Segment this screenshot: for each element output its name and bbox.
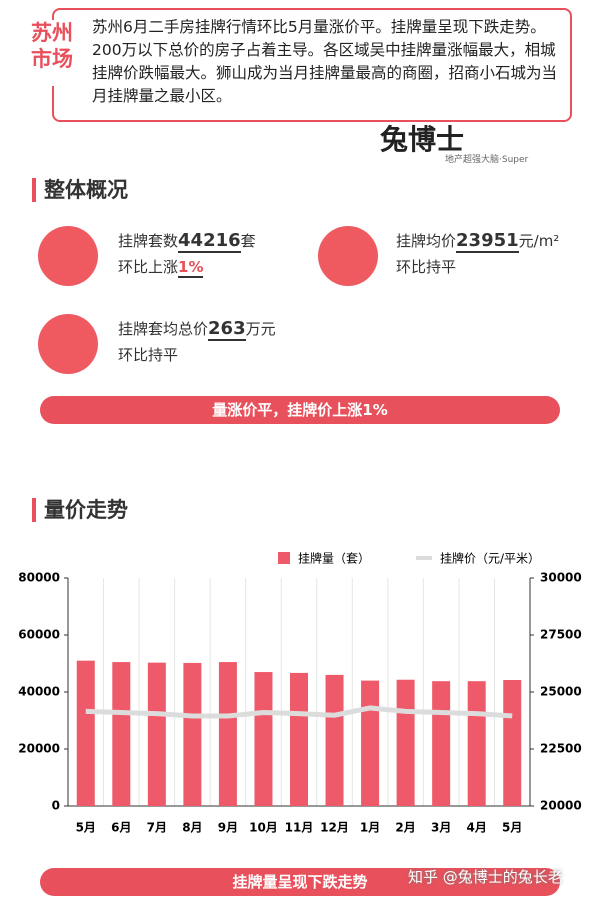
y-tick-label: 40000	[18, 685, 60, 699]
bar	[218, 662, 237, 806]
logo-sub: 地产超强大脑·Super	[445, 155, 529, 165]
stat: 挂牌套数44216套 环比上涨1%	[118, 228, 256, 280]
bar	[432, 681, 451, 806]
value: 1%	[178, 258, 204, 278]
y2-tick-label: 25000	[540, 685, 582, 699]
bar	[290, 672, 308, 806]
y-tick-label: 0	[52, 799, 60, 813]
section-title: 整体概况	[32, 178, 128, 202]
label: 环比持平	[396, 258, 457, 276]
x-tick-label: 1月	[360, 821, 380, 835]
x-tick-label: 11月	[285, 821, 314, 835]
label: 环比持平	[118, 346, 179, 364]
logo: 兔博士	[380, 123, 465, 156]
unit: 万元	[245, 320, 276, 338]
label: 挂牌套均总价	[118, 320, 209, 338]
legend-swatch	[278, 552, 290, 564]
y2-tick-label: 30000	[540, 571, 582, 585]
bar	[76, 660, 95, 806]
bar	[361, 680, 380, 806]
x-tick-label: 5月	[502, 821, 522, 835]
icon	[38, 226, 98, 286]
banner: 挂牌量呈现下跌走势	[40, 868, 560, 896]
value: 263	[208, 318, 246, 341]
y2-tick-label: 27500	[540, 628, 582, 642]
bar	[147, 662, 166, 806]
bar	[467, 681, 486, 806]
city-tag: 苏州 市场	[22, 20, 82, 86]
y2-tick-label: 22500	[540, 742, 582, 756]
value: 44216	[178, 230, 241, 253]
y-tick-label: 60000	[18, 628, 60, 642]
legend-label: 挂牌量（套）	[298, 552, 370, 566]
bar	[254, 672, 273, 806]
x-tick-label: 7月	[147, 821, 167, 835]
bar	[325, 674, 344, 806]
x-tick-label: 4月	[467, 821, 487, 835]
y-tick-label: 80000	[18, 571, 60, 585]
watermark: 知乎 @兔博士的兔长老	[408, 868, 563, 886]
x-tick-label: 8月	[182, 821, 202, 835]
stat: 挂牌套均总价263万元 环比持平	[118, 316, 276, 368]
unit: 元/m²	[518, 232, 560, 250]
line	[85, 705, 513, 719]
y-tick-label: 20000	[18, 742, 60, 756]
x-tick-label: 10月	[249, 821, 278, 835]
section-title: 量价走势	[32, 498, 128, 522]
x-tick-label: 9月	[218, 821, 238, 835]
label: 环比上涨	[118, 258, 179, 276]
chart: 0 20000 40000 60000 80000 20000 22500 25000 2750…	[18, 552, 582, 835]
bar	[112, 662, 131, 806]
intro-text: 苏州6月二手房挂牌行情环比5月量涨价平。挂牌量呈现下跌走势。200万以下总价的房…	[92, 18, 558, 105]
bar	[396, 679, 415, 806]
label: 挂牌套数	[118, 232, 179, 250]
stat: 挂牌均价23951元/m² 环比持平	[396, 228, 559, 280]
value: 23951	[456, 230, 519, 253]
x-tick-label: 12月	[320, 821, 349, 835]
y2-tick-label: 20000	[540, 799, 582, 813]
unit: 套	[240, 232, 256, 250]
x-tick-label: 2月	[395, 821, 415, 835]
bar	[503, 679, 522, 806]
legend-label: 挂牌价（元/平米）	[440, 552, 540, 566]
bar	[183, 662, 202, 806]
banner: 量涨价平，挂牌价上涨1%	[40, 396, 560, 424]
x-tick-label: 3月	[431, 821, 451, 835]
icon	[38, 314, 98, 374]
x-tick-label: 5月	[76, 821, 96, 835]
icon	[318, 226, 378, 286]
label: 挂牌均价	[396, 232, 457, 250]
x-tick-label: 6月	[111, 821, 131, 835]
